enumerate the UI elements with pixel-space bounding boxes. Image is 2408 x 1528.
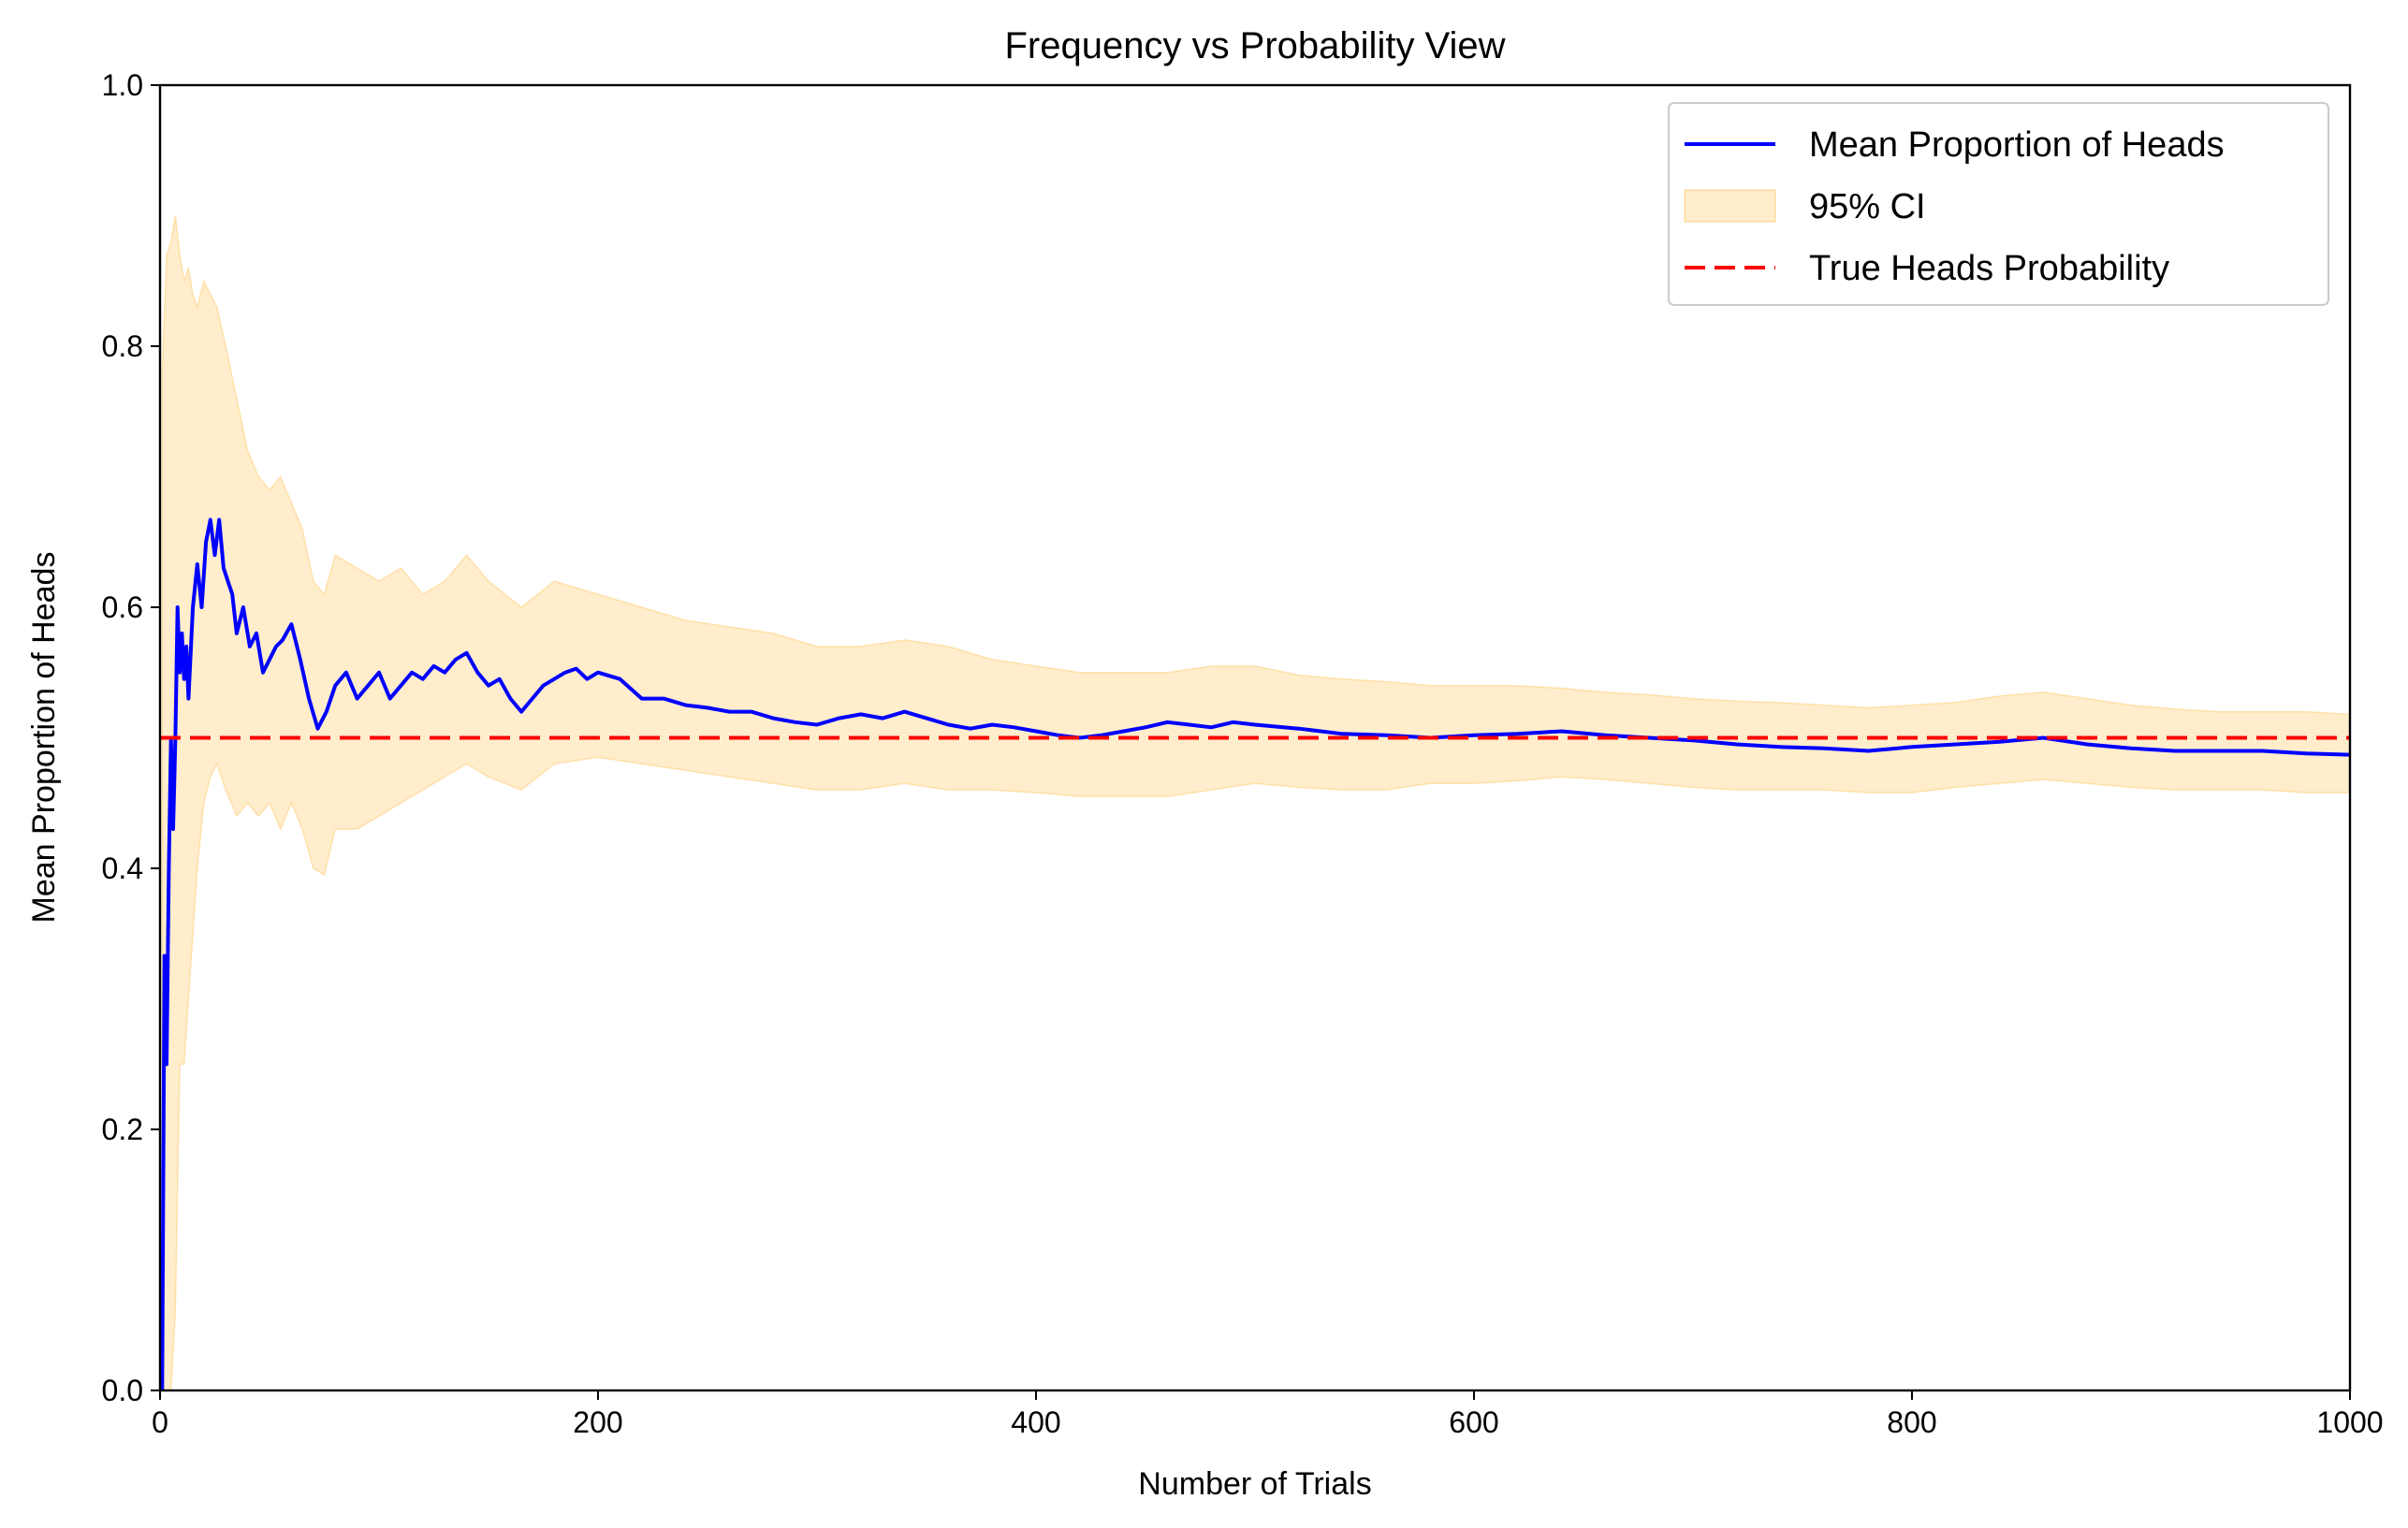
legend-swatch-band bbox=[1684, 189, 1776, 223]
x-tick-label: 200 bbox=[573, 1405, 622, 1439]
y-tick-label: 0.6 bbox=[102, 590, 143, 624]
plot-area bbox=[160, 215, 2351, 1391]
y-tick-label: 0.2 bbox=[102, 1113, 143, 1146]
plot-frame bbox=[158, 83, 2352, 1392]
legend-frame bbox=[1668, 102, 2329, 306]
x-tick-label: 400 bbox=[1011, 1405, 1060, 1439]
y-tick-label: 0.0 bbox=[102, 1374, 143, 1407]
x-tick-label: 600 bbox=[1449, 1405, 1498, 1439]
legend-label: True Heads Probability bbox=[1809, 249, 2169, 288]
y-tick-label: 1.0 bbox=[102, 68, 143, 102]
y-tick-label: 0.4 bbox=[102, 851, 143, 885]
y-tick-label: 0.8 bbox=[102, 329, 143, 363]
y-axis-label: Mean Proportion of Heads bbox=[26, 552, 62, 924]
x-axis-label: Number of Trials bbox=[1138, 1466, 1371, 1502]
ci-band bbox=[161, 215, 2351, 1391]
x-axis: 0 200 400 600 800 1000 bbox=[152, 1390, 2384, 1439]
x-tick-label: 0 bbox=[152, 1405, 168, 1439]
chart-title: Frequency vs Probability View bbox=[1004, 25, 1505, 66]
mean-proportion-line bbox=[160, 517, 2351, 1391]
legend: Mean Proportion of Heads 95% CI True Heads… bbox=[1668, 102, 2329, 306]
legend-label: 95% CI bbox=[1809, 187, 1926, 226]
x-tick-label: 800 bbox=[1887, 1405, 1936, 1439]
y-axis: 0.0 0.2 0.4 0.6 0.8 1.0 bbox=[102, 68, 160, 1407]
x-tick-label: 1000 bbox=[2316, 1405, 2383, 1439]
legend-label: Mean Proportion of Heads bbox=[1809, 125, 2225, 165]
